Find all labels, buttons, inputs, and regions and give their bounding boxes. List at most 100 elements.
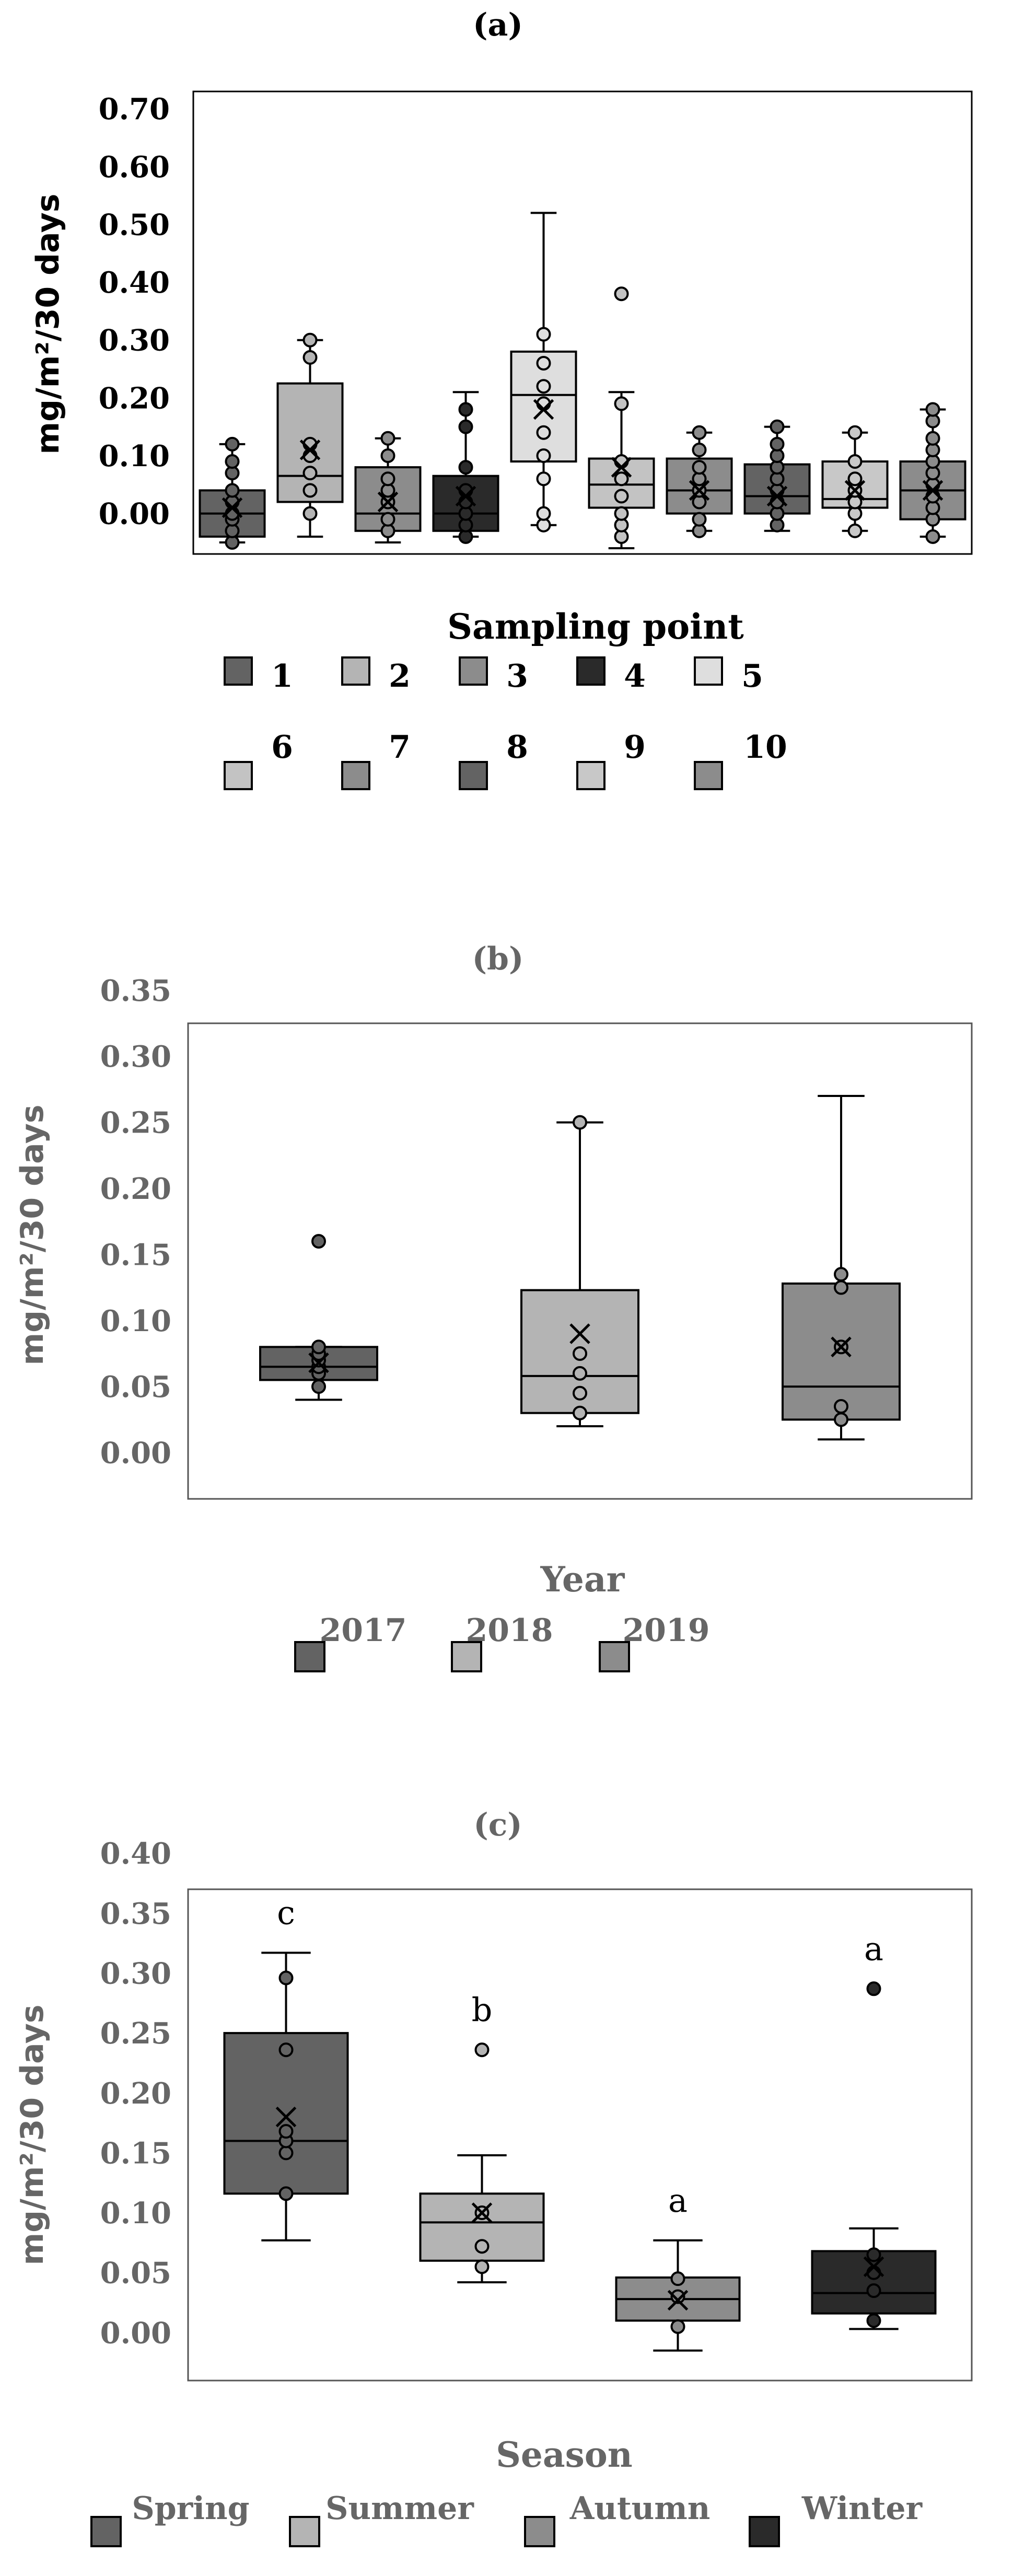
panel-b-box-2018-point bbox=[573, 1405, 587, 1420]
panel-a-plot-area bbox=[192, 90, 973, 555]
panel-b-y-tick-label: 0.10 bbox=[100, 1304, 171, 1338]
panel-b-y-tick-label: 0.00 bbox=[100, 1436, 171, 1471]
panel-a-box-8-mean-marker bbox=[766, 486, 788, 507]
panel-a-legend-label: 7 bbox=[389, 729, 411, 766]
panel-c-box-autumn-significance-label: a bbox=[668, 2181, 688, 2220]
panel-a-title: (a) bbox=[473, 7, 523, 43]
panel-c-box-summer-point bbox=[474, 2259, 490, 2274]
panel-b-chart: (b) mg/m²/30 days 0.00 0.05 0.10 0.15 0.20 0.… bbox=[14, 941, 973, 1672]
panel-a-box-2-point bbox=[302, 506, 318, 521]
panel-a-box-2-point bbox=[302, 466, 318, 481]
panel-a-legend-swatch bbox=[341, 656, 370, 686]
panel-a-box-5-point bbox=[536, 425, 551, 440]
panel-b-y-tick-label: 0.20 bbox=[100, 1172, 171, 1206]
panel-a-box-7-point bbox=[692, 512, 707, 527]
panel-b-box-2018-point bbox=[573, 1115, 587, 1130]
panel-a-y-tick-label: 0.70 bbox=[99, 92, 170, 126]
panel-c-y-tick-label: 0.00 bbox=[100, 2316, 171, 2350]
panel-b-legend-swatch bbox=[599, 1641, 630, 1672]
panel-c-box-autumn-point bbox=[670, 2289, 685, 2304]
panel-c-legend-label: Autumn bbox=[569, 2490, 711, 2527]
panel-b-box-2018-point bbox=[573, 1366, 587, 1381]
panel-a-legend-label: 4 bbox=[624, 658, 646, 695]
panel-a-chart: (a) mg/m²/30 days 0.00 0.10 0.20 0.30 0.40 0.… bbox=[30, 7, 973, 790]
panel-a-box-7-point bbox=[692, 425, 707, 440]
panel-b-box-2019-point bbox=[834, 1412, 848, 1427]
panel-a-legend-label: 3 bbox=[506, 658, 528, 695]
panel-a-box-4-point bbox=[458, 419, 473, 434]
panel-b-legend-label: 2019 bbox=[623, 1612, 710, 1649]
panel-a-legend-swatch bbox=[459, 761, 488, 790]
panel-a-box-6-point bbox=[614, 471, 629, 487]
panel-c-box-spring-point bbox=[278, 2145, 294, 2161]
panel-a-box-6-point bbox=[614, 396, 629, 411]
panel-c-y-tick-label: 0.25 bbox=[100, 2016, 171, 2051]
panel-c-box-summer-mean-marker bbox=[471, 2202, 493, 2223]
panel-b-plot-area bbox=[187, 1022, 973, 1500]
panel-c-y-tick-label: 0.05 bbox=[100, 2256, 171, 2291]
panel-a-box-1-point bbox=[225, 436, 240, 452]
panel-b-box-2017-point bbox=[311, 1379, 326, 1394]
panel-c-box-winter-point bbox=[866, 2247, 881, 2262]
panel-c-box-winter-point bbox=[866, 2283, 881, 2298]
panel-a-box-3-point bbox=[380, 431, 395, 446]
panel-a-box-2-mean-marker bbox=[299, 440, 321, 460]
panel-a-box-7-point bbox=[692, 460, 707, 475]
panel-b-y-tick-label: 0.30 bbox=[100, 1039, 171, 1074]
panel-c-legend-label: Winter bbox=[801, 2490, 923, 2527]
panel-a-box-3-point bbox=[380, 471, 395, 487]
panel-c-box-spring-significance-label: c bbox=[277, 1894, 295, 1932]
panel-a-legend-swatch bbox=[341, 761, 370, 790]
panel-a-legend-label: 1 bbox=[271, 658, 293, 695]
panel-a-y-tick-label: 0.00 bbox=[99, 497, 170, 532]
panel-a-box-6-point bbox=[614, 506, 629, 521]
panel-a-box-2-point bbox=[302, 332, 318, 348]
panel-a-legend-swatch bbox=[224, 656, 253, 686]
panel-a-box-6-point bbox=[614, 489, 629, 504]
panel-c-plot-area bbox=[187, 1888, 973, 2382]
panel-a-legend-label: 10 bbox=[743, 729, 787, 766]
panel-a-y-axis-label: mg/m²/30 days bbox=[30, 194, 66, 455]
panel-a-box-3-point bbox=[380, 448, 395, 463]
panel-b-y-tick-label: 0.05 bbox=[100, 1370, 171, 1404]
panel-c-box-summer-significance-label: b bbox=[472, 1991, 493, 2029]
panel-c-y-tick-label: 0.40 bbox=[100, 1836, 171, 1871]
panel-c-box-winter-point bbox=[866, 1981, 881, 1996]
panel-c-legend-swatch bbox=[749, 2516, 780, 2547]
panel-a-box-7-point bbox=[692, 442, 707, 457]
panel-c-box-winter-mean-marker bbox=[863, 2256, 884, 2277]
panel-a-box-5-point bbox=[536, 506, 551, 521]
panel-a-legend-label: 6 bbox=[271, 729, 293, 766]
panel-a-box-1-mean-marker bbox=[222, 497, 243, 518]
panel-b-box-2018-point bbox=[573, 1385, 587, 1401]
panel-a-y-tick-label: 0.40 bbox=[99, 265, 170, 300]
panel-c-box-spring-point bbox=[278, 2042, 294, 2058]
panel-a-box-5-point bbox=[536, 379, 551, 394]
panel-c-legend-label: Spring bbox=[132, 2490, 249, 2527]
panel-a-box-7-mean-marker bbox=[689, 480, 710, 501]
panel-a-legend-swatch bbox=[694, 761, 723, 790]
panel-c-box-autumn-point bbox=[670, 2319, 685, 2334]
panel-b-box-2019-point bbox=[834, 1280, 848, 1295]
panel-a-box-9-mean-marker bbox=[844, 480, 866, 501]
panel-c-y-axis-label: mg/m²/30 days bbox=[14, 2005, 51, 2266]
panel-c-box-winter-significance-label: a bbox=[864, 1930, 883, 1968]
panel-c-box-autumn-point bbox=[670, 2271, 685, 2286]
panel-a-box-6-point bbox=[614, 286, 629, 302]
panel-a-box-5-point bbox=[536, 327, 551, 342]
panel-a-box-5-mean-marker bbox=[533, 399, 554, 420]
panel-a-box-5-point bbox=[536, 355, 551, 371]
panel-a-box-4-mean-marker bbox=[455, 486, 476, 507]
panel-a-y-tick-label: 0.30 bbox=[99, 324, 170, 358]
panel-b-box-2019-mean-marker bbox=[831, 1336, 852, 1358]
panel-a-y-tick-label: 0.20 bbox=[99, 381, 170, 415]
panel-a-legend-swatch bbox=[694, 656, 723, 686]
panel-a-y-tick-label: 0.10 bbox=[99, 439, 170, 473]
panel-b-y-tick-label: 0.25 bbox=[100, 1106, 171, 1140]
panel-c-legend-swatch bbox=[90, 2516, 122, 2547]
panel-b-legend-label: 2017 bbox=[320, 1612, 407, 1649]
panel-c-legend-swatch bbox=[289, 2516, 320, 2547]
panel-a-box-9-point bbox=[847, 425, 863, 440]
panel-b-box-2017-mean-marker bbox=[308, 1352, 329, 1373]
